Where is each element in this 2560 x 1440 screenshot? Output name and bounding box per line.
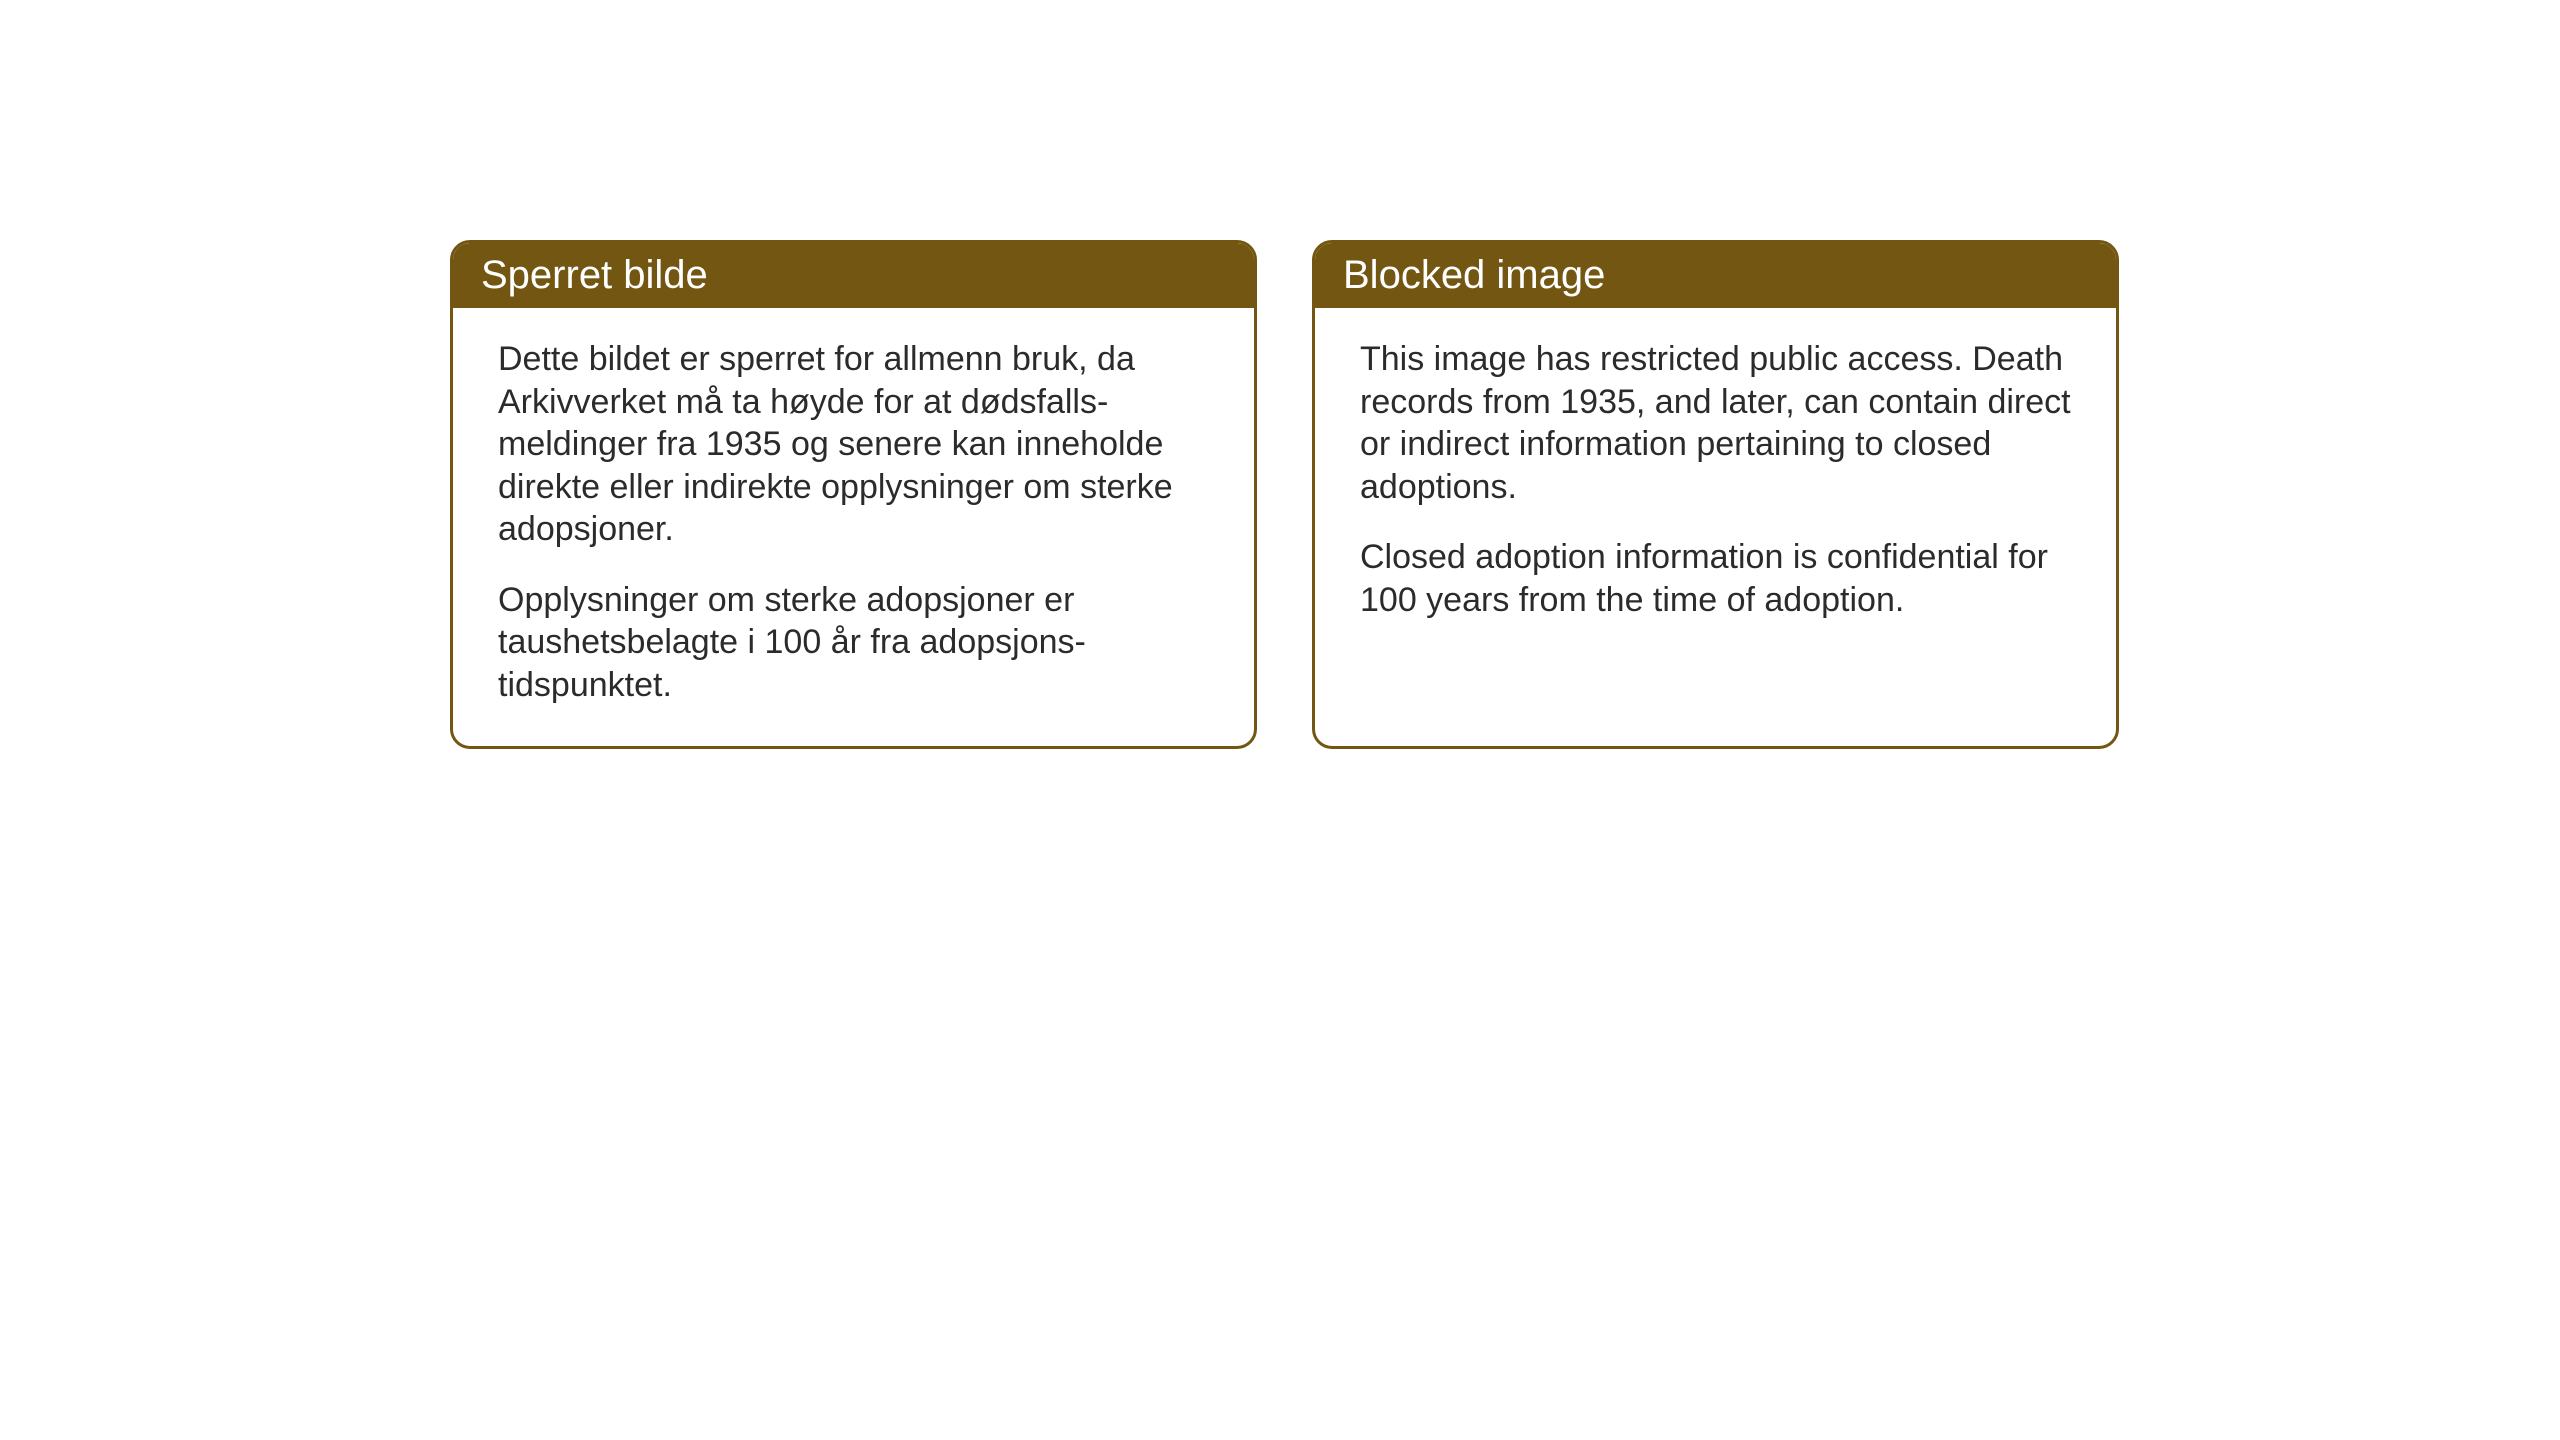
card-header: Sperret bilde bbox=[453, 243, 1254, 308]
card-paragraph: Closed adoption information is confident… bbox=[1360, 536, 2071, 621]
card-title: Blocked image bbox=[1343, 253, 1605, 297]
notice-card-english: Blocked image This image has restricted … bbox=[1312, 240, 2119, 749]
notice-card-norwegian: Sperret bilde Dette bildet er sperret fo… bbox=[450, 240, 1257, 749]
card-title: Sperret bilde bbox=[481, 253, 708, 297]
card-paragraph: Dette bildet er sperret for allmenn bruk… bbox=[498, 338, 1209, 551]
notice-cards-container: Sperret bilde Dette bildet er sperret fo… bbox=[450, 240, 2119, 749]
card-body: This image has restricted public access.… bbox=[1315, 308, 2116, 708]
card-paragraph: This image has restricted public access.… bbox=[1360, 338, 2071, 508]
card-header: Blocked image bbox=[1315, 243, 2116, 308]
card-body: Dette bildet er sperret for allmenn bruk… bbox=[453, 308, 1254, 746]
card-paragraph: Opplysninger om sterke adopsjoner er tau… bbox=[498, 579, 1209, 707]
